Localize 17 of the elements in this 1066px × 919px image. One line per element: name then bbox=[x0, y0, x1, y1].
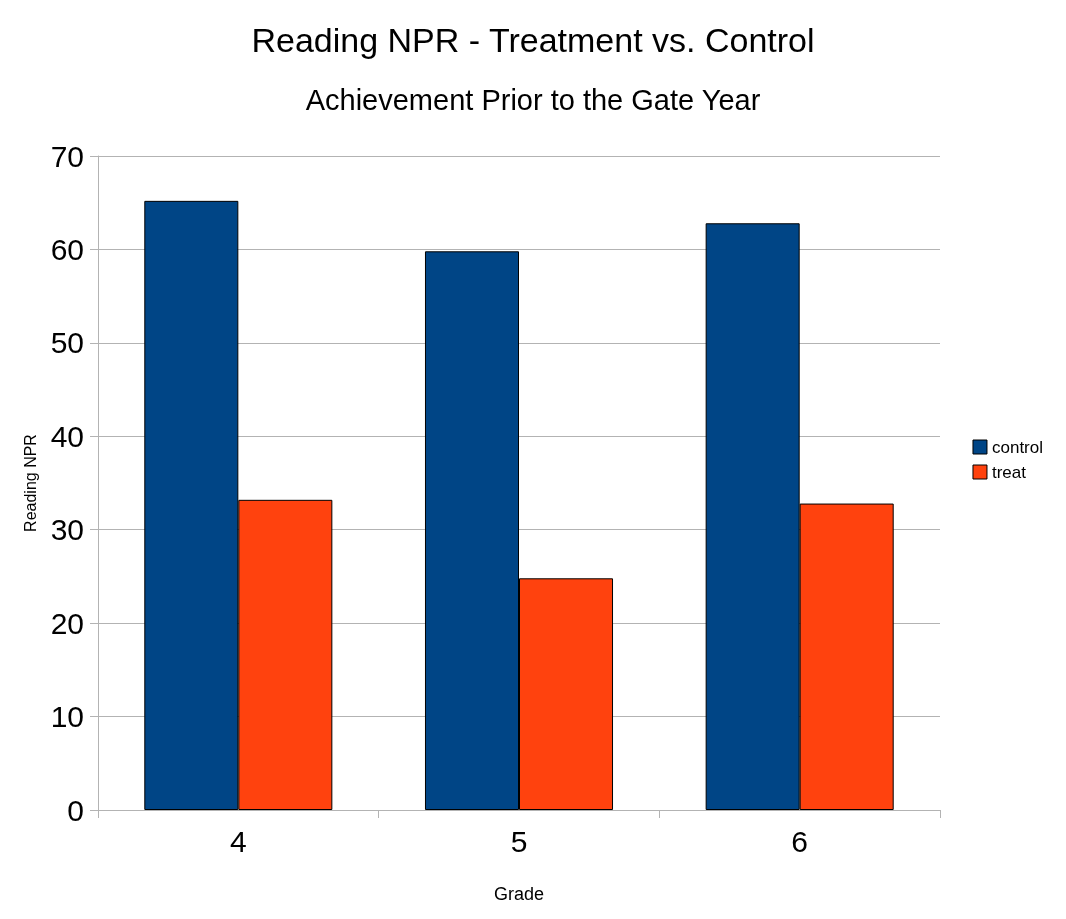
x-tick-label: 5 bbox=[510, 824, 528, 858]
chart-subtitle: Achievement Prior to the Gate Year bbox=[305, 83, 761, 116]
x-tick-label: 4 bbox=[229, 824, 247, 858]
y-tick-label: 30 bbox=[50, 513, 84, 547]
y-tick-label: 60 bbox=[50, 232, 84, 266]
y-tick-label: 0 bbox=[67, 793, 84, 827]
chart-title: Reading NPR - Treatment vs. Control bbox=[251, 21, 815, 59]
x-axis-title: Grade bbox=[493, 884, 545, 904]
y-tick-label: 40 bbox=[50, 419, 84, 453]
legend-label: control bbox=[991, 437, 1044, 457]
x-tick-label: 6 bbox=[791, 824, 809, 858]
y-axis-title: Reading NPR bbox=[21, 434, 39, 532]
legend-label: treat bbox=[991, 462, 1027, 482]
y-tick-label: 50 bbox=[50, 326, 84, 360]
y-tick-label: 70 bbox=[50, 139, 84, 173]
y-tick-label: 20 bbox=[50, 606, 84, 640]
y-tick-label: 10 bbox=[50, 700, 84, 734]
